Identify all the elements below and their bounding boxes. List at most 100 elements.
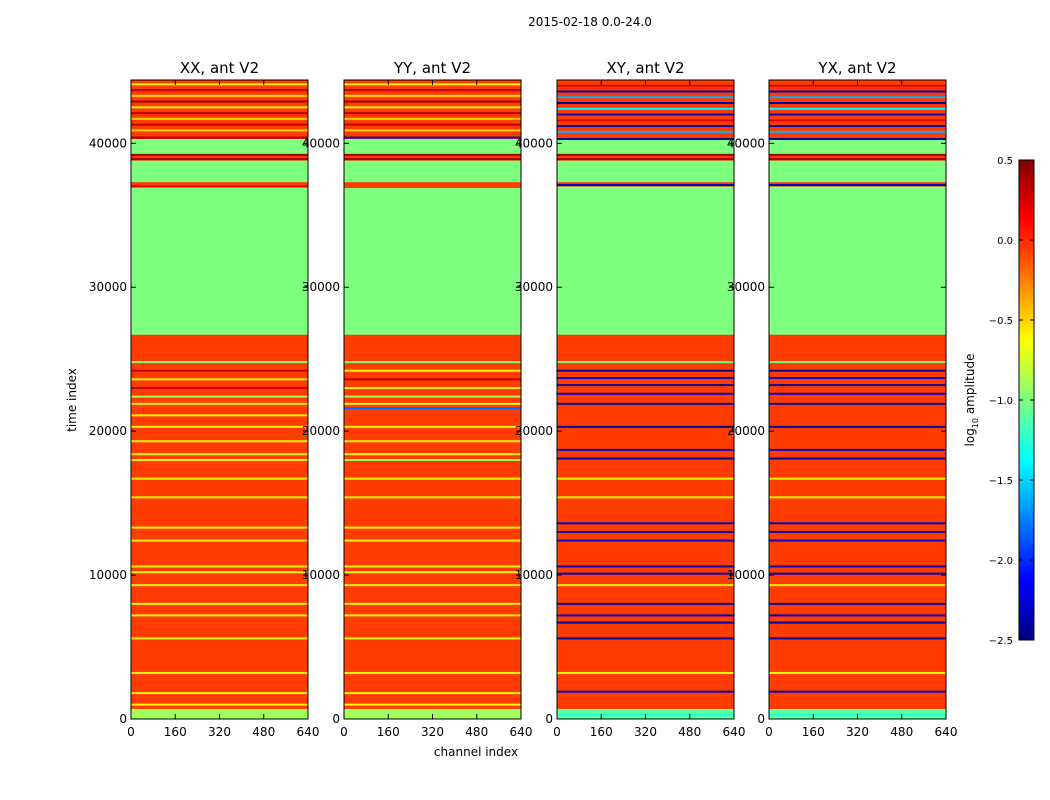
heatmap-line (557, 369, 734, 372)
x-tick-label: 640 (510, 725, 533, 739)
heatmap-line (557, 425, 734, 428)
heatmap-line (344, 386, 521, 389)
heatmap-line (344, 565, 521, 568)
heatmap-band (344, 708, 521, 719)
colorbar-tick-label: −0.5 (989, 316, 1013, 327)
heatmap-line (131, 89, 308, 92)
heatmap-line (769, 153, 946, 156)
heatmap-line (344, 539, 521, 542)
heatmap-band (557, 160, 734, 183)
heatmap-line (131, 386, 308, 389)
heatmap-line (769, 602, 946, 605)
heatmap-line (557, 530, 734, 533)
heatmap-line (344, 94, 521, 97)
heatmap-band (131, 186, 308, 335)
colorbar-tick-label: 0.0 (997, 236, 1013, 247)
heatmap-line (131, 440, 308, 443)
heatmap-line (769, 522, 946, 525)
colorbar: 0.5 0.0 −0.5 −1.0 −1.5 −2.0 −2.5 log10 amplitu… (963, 156, 1035, 647)
heatmap-line (769, 84, 946, 87)
heatmap-line (769, 457, 946, 460)
heatmap-line (344, 129, 521, 132)
heatmap-line (131, 539, 308, 542)
heatmap-line (769, 376, 946, 379)
colorbar-tick-label: −1.5 (989, 476, 1013, 487)
heatmap-line (557, 153, 734, 156)
heatmap-line (769, 637, 946, 640)
heatmap-line (557, 102, 734, 105)
y-tick-label: 0 (545, 712, 553, 726)
heatmap-line (131, 402, 308, 405)
heatmap-panels: XX, ant V2 0 160 320 480 640 0 10000 20000 30000 4… (89, 59, 958, 739)
heatmap-line (131, 112, 308, 115)
heatmap-band (769, 160, 946, 183)
heatmap-line (344, 496, 521, 499)
y-tick-label: 30000 (302, 280, 340, 294)
heatmap-line (131, 158, 308, 161)
heatmap-line (769, 496, 946, 499)
heatmap-line (344, 402, 521, 405)
heatmap-band (344, 139, 521, 155)
x-tick-label: 640 (723, 725, 746, 739)
heatmap-line (557, 158, 734, 161)
x-tick-label: 160 (802, 725, 825, 739)
heatmap-line (557, 539, 734, 542)
heatmap-line (557, 565, 734, 568)
heatmap-line (557, 113, 734, 116)
heatmap-line (769, 690, 946, 693)
colorbar-label-sub: 10 (971, 418, 980, 428)
y-tick-label: 20000 (302, 424, 340, 438)
x-tick-label: 320 (208, 725, 231, 739)
heatmap-line (131, 602, 308, 605)
y-axis-label: time index (65, 368, 79, 432)
heatmap-line (344, 378, 521, 381)
y-tick-label: 30000 (515, 280, 553, 294)
heatmap-line (769, 402, 946, 405)
heatmap-line (344, 106, 521, 109)
panel: YX, ant V2 0 160 320 480 640 0 10000 20000 30000 4… (727, 59, 958, 739)
heatmap-line (131, 378, 308, 381)
heatmap-line (769, 107, 946, 110)
y-tick-label: 30000 (727, 280, 765, 294)
heatmap-line (131, 153, 308, 156)
heatmap-band (131, 160, 308, 183)
x-tick-label: 480 (465, 725, 488, 739)
heatmap-band (131, 139, 308, 155)
heatmap-line (344, 458, 521, 461)
heatmap-line (344, 526, 521, 529)
heatmap-line (769, 96, 946, 99)
heatmap-line (557, 130, 734, 133)
heatmap-line (131, 414, 308, 417)
heatmap-line (131, 637, 308, 640)
heatmap-line (131, 614, 308, 617)
heatmap-line (131, 571, 308, 574)
heatmap-line (769, 102, 946, 105)
heatmap-line (131, 526, 308, 529)
y-tick-label: 40000 (727, 136, 765, 150)
y-tick-label: 10000 (89, 568, 127, 582)
x-tick-label: 320 (846, 725, 869, 739)
colorbar-label-log: log (963, 428, 977, 446)
heatmap-line (769, 138, 946, 141)
heatmap-line (131, 185, 308, 188)
heatmap-line (557, 90, 734, 93)
x-tick-label: 320 (421, 725, 444, 739)
heatmap-line (344, 425, 521, 428)
colorbar-tick-label: −2.5 (989, 636, 1013, 647)
heatmap-line (769, 477, 946, 480)
x-axis-label: channel index (434, 745, 518, 759)
heatmap-band (344, 160, 521, 183)
heatmap-line (344, 395, 521, 398)
heatmap-band (769, 186, 946, 335)
heatmap-line (344, 117, 521, 120)
heatmap-line (344, 153, 521, 156)
heatmap-line (131, 361, 308, 364)
heatmap-line (131, 565, 308, 568)
heatmap-line (557, 96, 734, 99)
panel-title: YY, ant V2 (393, 59, 471, 77)
colorbar-tick-label: −2.0 (989, 556, 1013, 567)
heatmap-line (557, 361, 734, 364)
heatmap-line (344, 614, 521, 617)
heatmap-line (769, 530, 946, 533)
heatmap-line (769, 539, 946, 542)
